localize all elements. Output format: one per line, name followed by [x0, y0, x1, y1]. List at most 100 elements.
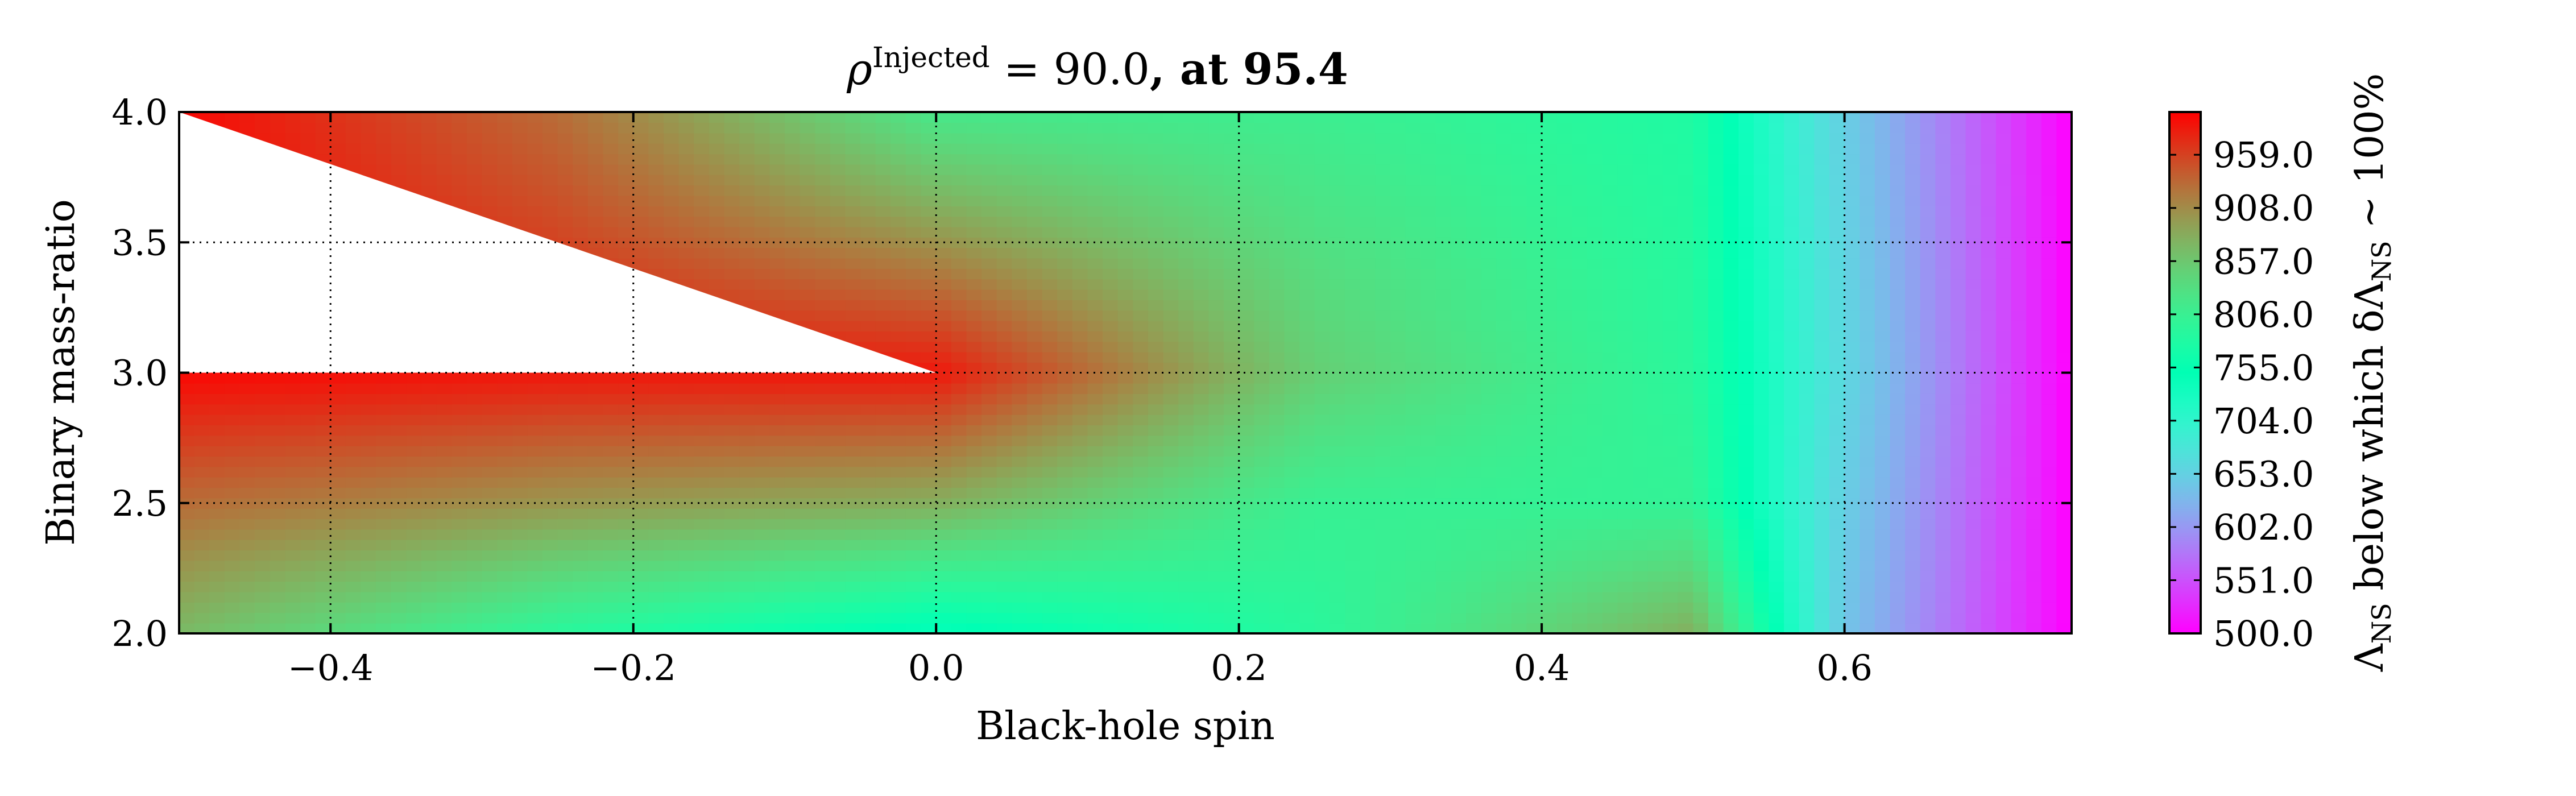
heat-cell [1935, 414, 1951, 425]
heat-cell [270, 404, 286, 415]
heat-cell [1451, 623, 1467, 634]
heat-cell [2056, 550, 2072, 561]
heat-cell [1163, 331, 1179, 342]
heat-cell [1299, 476, 1315, 488]
heat-cell [1829, 414, 1845, 425]
heat-cell [1572, 383, 1588, 394]
heat-cell [1269, 539, 1285, 551]
heat-cell [194, 435, 210, 446]
heat-cell [1390, 519, 1406, 530]
heat-cell [1420, 289, 1436, 300]
heat-cell [1133, 393, 1149, 405]
heat-cell [391, 456, 407, 467]
heat-cell [1299, 331, 1315, 342]
heat-cell [784, 508, 801, 520]
heat-cell [209, 414, 225, 425]
heat-cell [815, 498, 831, 509]
heat-cell [1012, 351, 1028, 363]
heat-cell [1072, 435, 1088, 446]
heat-cell [1965, 300, 1982, 311]
heat-cell [709, 456, 725, 467]
heat-cell [1451, 591, 1467, 603]
heat-cell [1057, 539, 1073, 551]
heat-cell [1163, 591, 1179, 603]
heat-cell [1769, 289, 1784, 300]
heat-cell [1814, 331, 1830, 342]
heat-cell [406, 570, 422, 582]
heat-cell [1693, 570, 1709, 582]
heat-cell [1466, 300, 1482, 311]
heat-cell [1632, 435, 1649, 446]
heat-cell [1602, 445, 1618, 457]
heat-cell [860, 258, 876, 269]
heat-cell [1224, 404, 1240, 415]
heat-cell [2056, 351, 2072, 363]
heat-cell [1859, 300, 1875, 311]
heat-cell [1874, 393, 1891, 405]
heat-cell [1693, 372, 1709, 384]
heat-cell [1269, 237, 1285, 248]
heat-cell [2041, 404, 2057, 415]
heat-cell [891, 445, 906, 457]
heat-cell [1995, 570, 2012, 582]
heat-cell [1057, 404, 1073, 415]
heat-cell [709, 623, 725, 634]
heat-cell [1375, 539, 1391, 551]
heat-cell [2011, 498, 2027, 509]
heat-cell [1874, 414, 1891, 425]
heat-cell [1556, 279, 1573, 290]
heat-cell [1617, 310, 1633, 321]
heat-cell [1981, 247, 1997, 259]
heat-cell [1390, 456, 1406, 467]
heat-cell [497, 612, 513, 624]
heat-cell [1738, 560, 1754, 571]
heat-cell [1935, 331, 1951, 342]
heat-cell [573, 591, 589, 603]
heat-cell [1178, 570, 1194, 582]
heat-cell [1284, 612, 1300, 624]
heat-cell [512, 498, 528, 509]
heat-cell [996, 498, 1013, 509]
heat-cell [1072, 331, 1088, 342]
heat-cell [1753, 456, 1770, 467]
heat-cell [663, 591, 680, 603]
heat-cell [1435, 279, 1452, 290]
heat-cell [1829, 529, 1845, 540]
heat-cell [1738, 268, 1754, 280]
heat-cell [996, 581, 1013, 592]
heat-cell [951, 456, 967, 467]
heat-cell [1617, 435, 1633, 446]
heat-cell [1874, 279, 1891, 290]
heat-cell [2056, 560, 2072, 571]
heat-cell [1950, 539, 1966, 551]
heat-cell [482, 425, 498, 436]
heat-cell [1420, 591, 1436, 603]
heat-cell [694, 404, 710, 415]
heat-cell [905, 519, 922, 530]
heat-cell [557, 425, 574, 436]
heat-cell [527, 591, 543, 603]
heat-cell [1769, 435, 1784, 446]
heat-cell [1905, 258, 1921, 269]
heat-cell [1117, 351, 1134, 363]
heat-cell [1738, 289, 1754, 300]
heat-cell [1117, 226, 1134, 238]
heat-cell [1995, 602, 2012, 613]
heat-cell [1072, 539, 1088, 551]
heat-cell [1496, 539, 1512, 551]
heat-cell [1314, 383, 1331, 394]
heat-cell [1284, 268, 1300, 280]
heat-cell [573, 519, 589, 530]
heat-cell [1920, 362, 1936, 374]
heat-cell [694, 226, 710, 238]
heat-cell [815, 591, 831, 603]
heat-cell [1981, 289, 1997, 300]
heat-cell [1859, 550, 1875, 561]
heat-cell [784, 487, 801, 499]
heat-cell [1678, 289, 1694, 300]
heat-cell [1556, 362, 1573, 374]
heat-cell [1345, 581, 1361, 592]
heat-cell [1405, 414, 1421, 425]
heat-cell [1163, 268, 1179, 280]
heat-cell [875, 425, 892, 436]
